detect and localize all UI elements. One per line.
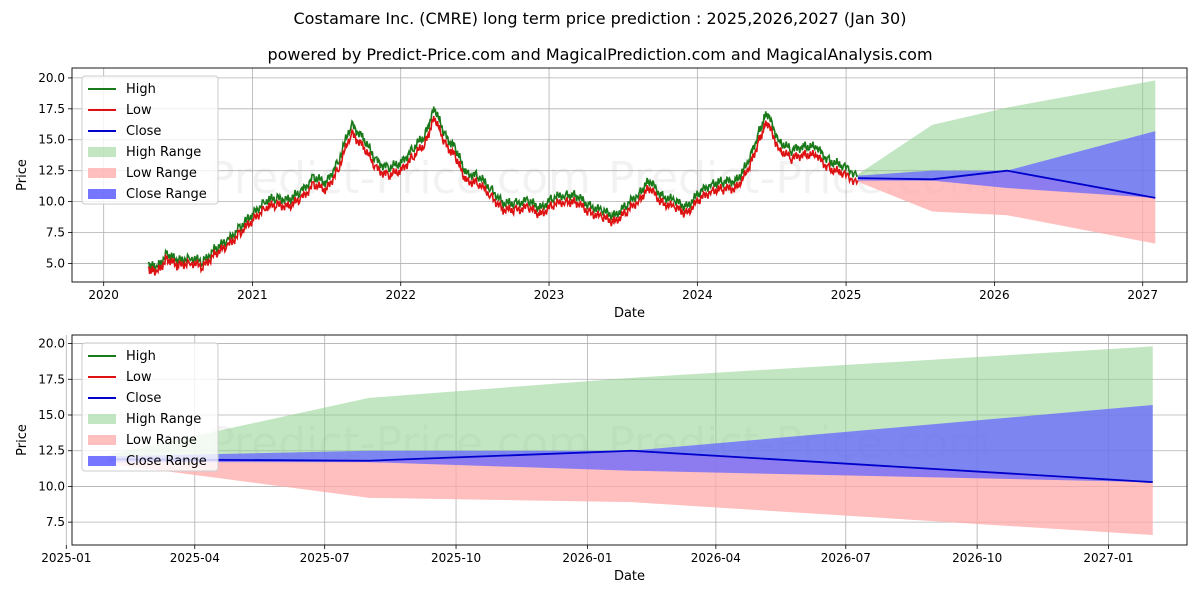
- legend-label: Low: [126, 370, 152, 385]
- legend-label: High Range: [126, 145, 201, 160]
- y-axis-label: Price: [15, 159, 30, 191]
- y-tick-label: 12.5: [38, 164, 65, 178]
- legend-label: Low: [126, 103, 152, 118]
- x-tick-label: 2020: [88, 288, 119, 302]
- legend-swatch: [88, 414, 116, 424]
- x-tick-label: 2026-04: [691, 551, 741, 565]
- legend-swatch: [88, 189, 116, 199]
- y-tick-label: 17.5: [38, 372, 65, 386]
- y-tick-label: 5.0: [46, 256, 65, 270]
- y-tick-label: 17.5: [38, 102, 65, 116]
- legend-label: High Range: [126, 412, 201, 427]
- x-axis-label: Date: [614, 569, 645, 584]
- legend-swatch: [88, 456, 116, 466]
- axes-frame: [71, 334, 1188, 546]
- x-tick-label: 2025-07: [300, 551, 350, 565]
- legend-label: High: [126, 82, 156, 97]
- x-tick-label: 2022: [385, 288, 416, 302]
- chart-title: Costamare Inc. (CMRE) long term price pr…: [293, 9, 907, 28]
- y-tick-label: 10.0: [38, 195, 65, 209]
- close-series-line: [107, 449, 1153, 484]
- legend-label: Close Range: [126, 187, 207, 202]
- x-tick-label: 2026-07: [821, 551, 871, 565]
- legend-label: Close: [126, 124, 161, 139]
- y-tick-label: 10.0: [38, 479, 65, 493]
- legend-swatch: [88, 168, 116, 178]
- legend-label: Close: [126, 391, 161, 406]
- x-tick-label: 2021: [237, 288, 268, 302]
- x-axis-label: Date: [614, 306, 645, 321]
- x-tick-label: 2026-10: [952, 551, 1002, 565]
- y-axis-label: Price: [15, 424, 30, 456]
- y-tick-label: 12.5: [38, 444, 65, 458]
- chart-subtitle: powered by Predict-Price.com and Magical…: [267, 45, 933, 64]
- watermark-left: Predict-Price.com: [208, 153, 591, 204]
- x-tick-label: 2026-01: [562, 551, 612, 565]
- plot-panel-2: Predict-Price.comPredict-Price.com2025-0…: [15, 334, 1188, 584]
- x-tick-label: 2023: [534, 288, 565, 302]
- close-range-area: [107, 405, 1153, 483]
- x-tick-label: 2025-01: [41, 551, 91, 565]
- close-range-area: [857, 131, 1156, 198]
- y-tick-label: 20.0: [38, 337, 65, 351]
- close-series-line: [857, 169, 1156, 199]
- y-tick-label: 15.0: [38, 133, 65, 147]
- x-tick-label: 2026: [979, 288, 1010, 302]
- y-tick-label: 7.5: [46, 515, 65, 529]
- x-tick-label: 2027-01: [1083, 551, 1133, 565]
- legend-swatch: [88, 147, 116, 157]
- x-tick-label: 2025-10: [431, 551, 481, 565]
- legend-label: High: [126, 349, 156, 364]
- x-tick-label: 2025: [831, 288, 862, 302]
- x-tick-label: 2027: [1127, 288, 1158, 302]
- legend-label: Close Range: [126, 454, 207, 469]
- x-tick-label: 2025-04: [170, 551, 220, 565]
- y-tick-label: 20.0: [38, 71, 65, 85]
- y-tick-label: 7.5: [46, 226, 65, 240]
- legend-label: Low Range: [126, 433, 197, 448]
- legend-swatch: [88, 435, 116, 445]
- x-tick-label: 2024: [682, 288, 713, 302]
- high-series-line: [147, 106, 859, 272]
- low-series-line: [147, 115, 859, 276]
- axes-frame: [71, 67, 1188, 283]
- legend-label: Low Range: [126, 166, 197, 181]
- y-tick-label: 15.0: [38, 408, 65, 422]
